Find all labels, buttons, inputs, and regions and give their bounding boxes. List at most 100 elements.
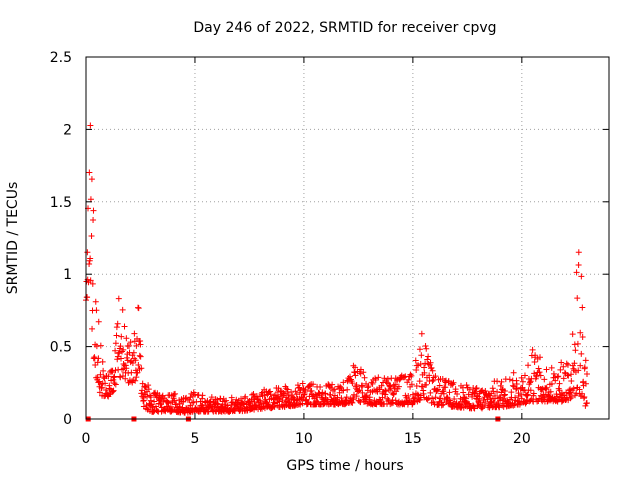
data-point	[407, 371, 414, 378]
data-point	[423, 381, 430, 388]
data-point	[395, 383, 402, 390]
data-point	[353, 393, 360, 400]
data-point	[130, 349, 137, 356]
data-point	[450, 379, 457, 386]
data-point	[460, 389, 467, 396]
data-point	[111, 380, 118, 387]
data-point	[378, 382, 385, 389]
data-point	[132, 357, 139, 364]
data-point	[543, 366, 550, 373]
data-point	[422, 360, 429, 367]
data-point	[497, 382, 504, 389]
data-point	[119, 306, 126, 313]
data-point	[548, 364, 555, 371]
data-point	[165, 400, 172, 407]
data-point	[100, 367, 107, 374]
data-point	[302, 387, 309, 394]
data-point	[574, 340, 581, 347]
data-point	[199, 392, 206, 399]
x-tick-label: 20	[513, 431, 531, 447]
data-point	[524, 391, 531, 398]
data-point	[445, 378, 452, 385]
data-point	[543, 384, 550, 391]
data-point	[349, 380, 356, 387]
data-point	[564, 361, 571, 368]
data-point	[337, 383, 344, 390]
data-point	[575, 367, 582, 374]
data-point	[429, 395, 436, 402]
data-point	[360, 369, 367, 376]
data-point	[494, 388, 501, 395]
data-point	[171, 397, 178, 404]
data-point	[84, 249, 91, 256]
data-point	[473, 385, 480, 392]
data-point	[140, 397, 147, 404]
data-point	[428, 364, 435, 371]
data-point	[114, 356, 121, 363]
data-point	[469, 393, 476, 400]
data-point	[129, 359, 136, 366]
x-tick-labels: 0 5 10 15 20	[82, 431, 531, 447]
data-point	[545, 393, 552, 400]
data-point	[296, 389, 303, 396]
data-point	[555, 373, 562, 380]
data-point	[128, 369, 135, 376]
data-point	[536, 369, 543, 376]
data-point	[87, 196, 94, 203]
data-point	[552, 377, 559, 384]
data-point	[105, 373, 112, 380]
data-point	[280, 390, 287, 397]
data-point	[440, 390, 447, 397]
data-point	[126, 342, 133, 349]
data-point	[120, 346, 127, 353]
data-points	[83, 122, 590, 422]
data-point	[427, 359, 434, 366]
data-point	[147, 394, 154, 401]
data-point	[433, 388, 440, 395]
data-point	[429, 367, 436, 374]
data-point	[412, 357, 419, 364]
data-point	[115, 295, 122, 302]
data-point	[489, 385, 496, 392]
data-point	[440, 388, 447, 395]
data-point	[527, 379, 534, 386]
data-point	[223, 397, 230, 404]
data-point	[415, 362, 422, 369]
data-point	[575, 249, 582, 256]
data-point	[88, 233, 95, 240]
data-point	[331, 386, 338, 393]
data-point	[318, 392, 325, 399]
data-point	[432, 373, 439, 380]
data-point	[578, 350, 585, 357]
data-point	[554, 373, 561, 380]
data-point	[296, 384, 303, 391]
data-point	[508, 389, 515, 396]
data-point	[86, 169, 93, 176]
data-point	[417, 360, 424, 367]
data-point	[548, 380, 555, 387]
data-point	[567, 395, 574, 402]
data-point	[472, 385, 479, 392]
data-point	[134, 369, 141, 376]
data-point	[102, 380, 109, 387]
data-point	[376, 396, 383, 403]
data-point	[418, 352, 425, 359]
data-point	[572, 347, 579, 354]
data-point	[421, 369, 428, 376]
data-point	[117, 374, 124, 381]
data-point	[329, 381, 336, 388]
data-point	[578, 273, 585, 280]
data-point	[93, 307, 100, 314]
data-point	[472, 388, 479, 395]
data-point	[293, 391, 300, 398]
data-point	[390, 391, 397, 398]
data-point	[137, 341, 144, 348]
data-point	[541, 376, 548, 383]
data-point	[340, 379, 347, 386]
data-point	[319, 389, 326, 396]
data-point	[191, 391, 198, 398]
data-point	[100, 374, 107, 381]
data-point	[145, 382, 152, 389]
data-point	[122, 375, 129, 382]
data-point	[187, 394, 194, 401]
